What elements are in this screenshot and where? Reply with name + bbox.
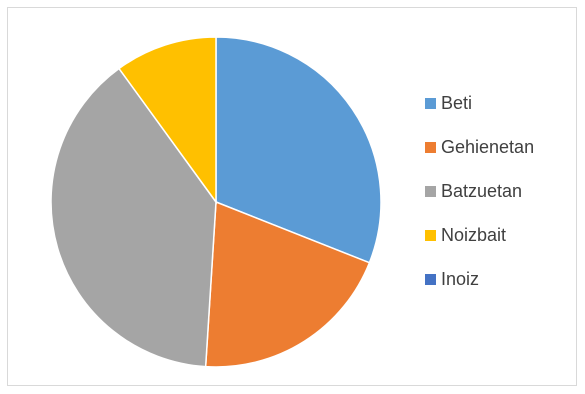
legend-swatch [425,97,436,109]
legend-label: Gehienetan [441,137,535,157]
pie-slice-beti [215,36,382,264]
legend-swatch [425,273,436,285]
legend-item-gehienetan: Gehienetan [425,135,534,159]
legend-label: Noizbait [441,225,507,245]
legend-label: Inoiz [441,269,480,289]
pie-slices [50,36,382,368]
legend-item-noizbait: Noizbait [425,223,506,247]
legend-label: Beti [441,93,473,113]
legend-item-beti: Beti [425,91,472,115]
pie-slice-noizbait [117,36,217,205]
legend-item-batzuetan: Batzuetan [425,179,522,203]
legend-swatch [425,229,436,241]
chart-legend: Beti Gehienetan Batzuetan Noizbait Inoiz [425,91,575,321]
pie-slice-gehienetan [204,200,371,368]
legend-label: Batzuetan [441,181,523,201]
legend-swatch [425,141,436,153]
legend-swatch [425,185,436,197]
pie-slice-batzuetan [50,67,217,368]
legend-item-inoiz: Inoiz [425,267,479,291]
